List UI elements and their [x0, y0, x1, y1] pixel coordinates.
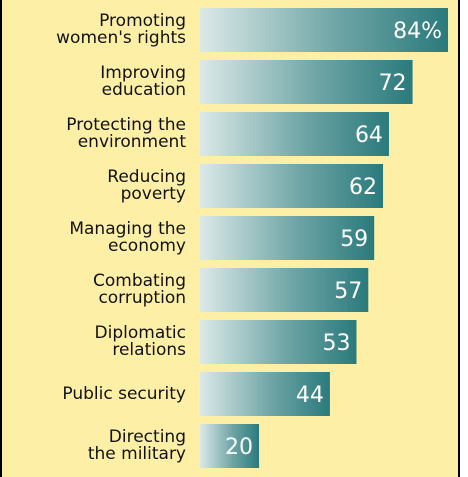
- value-label: 84%: [393, 19, 442, 44]
- category-label: Diplomatic relations: [94, 323, 186, 360]
- category-label: Reducing poverty: [107, 167, 186, 204]
- category-label: Promoting women's rights: [56, 11, 186, 48]
- value-label: 57: [334, 279, 362, 304]
- value-label: 53: [322, 331, 350, 356]
- category-label: Managing the economy: [69, 219, 186, 256]
- bar: [200, 372, 330, 416]
- value-label: 44: [296, 383, 324, 408]
- category-label: Protecting the environment: [66, 115, 186, 152]
- value-label: 59: [340, 227, 368, 252]
- category-label: Combating corruption: [93, 271, 186, 308]
- bar: [200, 60, 413, 104]
- bar: [200, 320, 357, 364]
- value-label: 20: [225, 435, 253, 460]
- value-label: 64: [355, 123, 383, 148]
- bar: [200, 424, 260, 468]
- bar: [200, 216, 375, 260]
- bar: [200, 112, 389, 156]
- bar: [200, 164, 384, 208]
- bar: [200, 8, 448, 52]
- bar: [200, 268, 369, 312]
- category-label: Directing the military: [87, 427, 186, 464]
- category-label: Public security: [62, 383, 186, 404]
- category-label: Improving education: [100, 63, 186, 100]
- value-label: 62: [349, 175, 377, 200]
- value-label: 72: [379, 71, 407, 96]
